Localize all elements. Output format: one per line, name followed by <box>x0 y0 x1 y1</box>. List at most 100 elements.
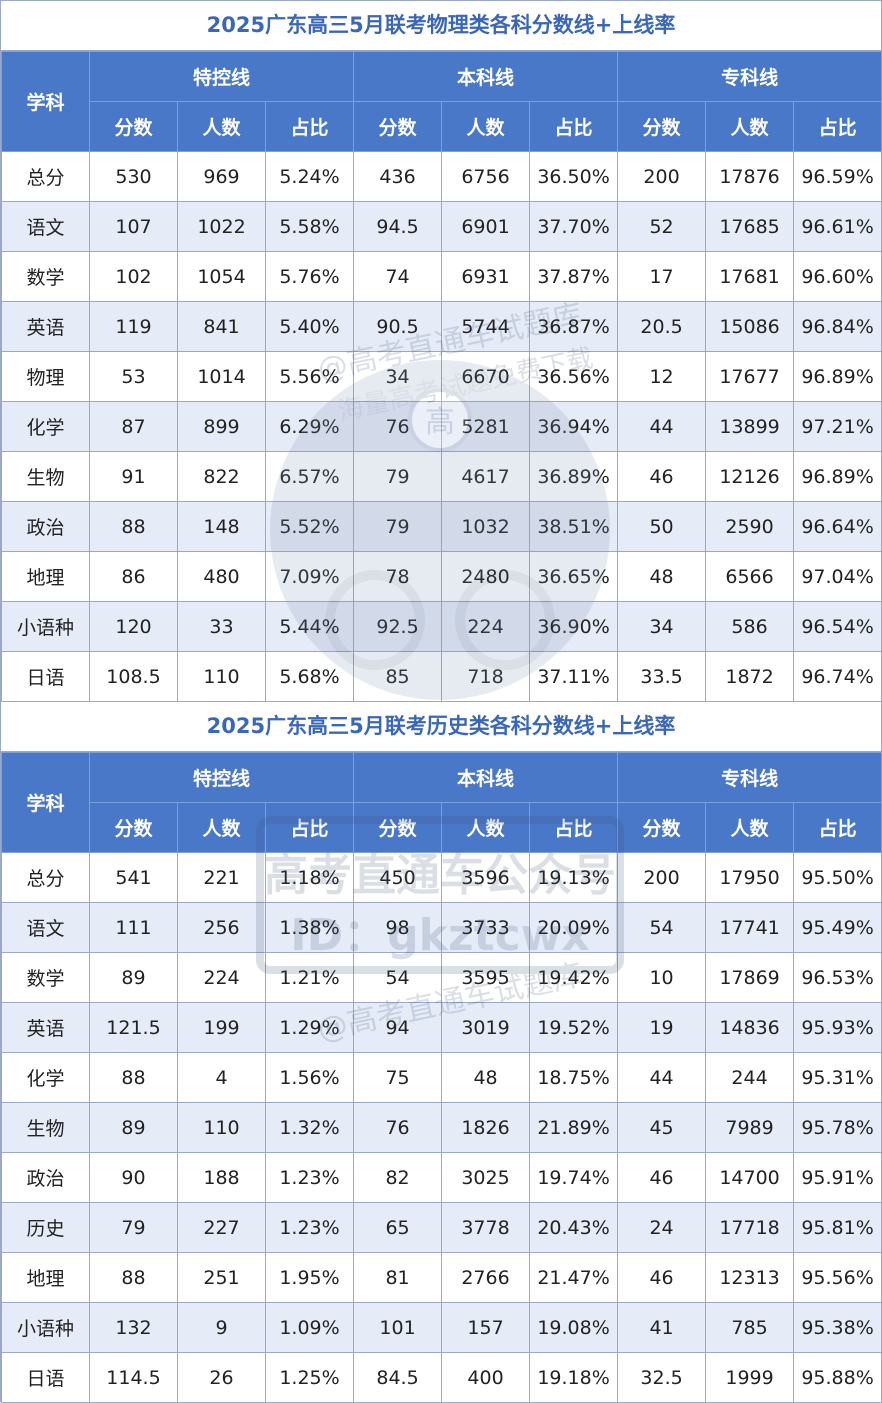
subject-cell: 语文 <box>1 902 90 953</box>
value-cell: 44 <box>617 401 707 452</box>
value-cell: 44 <box>617 1052 707 1103</box>
value-cell: 436 <box>353 151 443 202</box>
value-cell: 76 <box>353 1102 443 1153</box>
value-cell: 480 <box>177 551 266 602</box>
value-cell: 96.59% <box>793 151 882 202</box>
value-cell: 94.5 <box>353 201 443 252</box>
value-cell: 17681 <box>705 251 795 302</box>
value-cell: 17869 <box>705 952 795 1003</box>
subject-cell: 政治 <box>1 501 90 552</box>
value-cell: 19.08% <box>529 1302 619 1353</box>
value-cell: 95.49% <box>793 902 882 953</box>
table-row: 语文 111 256 1.38% 98 3733 20.09% 54 17741 95.49% <box>1 902 882 953</box>
value-cell: 1014 <box>177 351 266 402</box>
value-cell: 110 <box>177 651 266 702</box>
value-cell: 5744 <box>441 301 531 352</box>
value-cell: 33 <box>177 601 266 652</box>
value-cell: 5.68% <box>264 651 355 702</box>
value-cell: 200 <box>617 852 707 903</box>
value-cell: 37.70% <box>529 201 619 252</box>
value-cell: 7989 <box>705 1102 795 1153</box>
subject-header: 学科 <box>1 752 90 853</box>
value-cell: 6756 <box>441 151 531 202</box>
value-cell: 20.43% <box>529 1202 619 1253</box>
value-cell: 92.5 <box>353 601 443 652</box>
value-cell: 5.76% <box>264 251 355 302</box>
value-cell: 96.84% <box>793 301 882 352</box>
value-cell: 79 <box>89 1202 178 1253</box>
value-cell: 36.87% <box>529 301 619 352</box>
value-cell: 17 <box>617 251 707 302</box>
value-cell: 119 <box>89 301 178 352</box>
value-cell: 2590 <box>705 501 795 552</box>
value-cell: 95.38% <box>793 1302 882 1353</box>
score-table: 学科 特控线 本科线 专科线 分数 人数 占比 分数 人数 占比 分数 人数 占比 总分 541 221 1.1… <box>1 752 882 1403</box>
value-cell: 1.38% <box>264 902 355 953</box>
value-cell: 96.61% <box>793 201 882 252</box>
value-cell: 78 <box>353 551 443 602</box>
value-cell: 1.23% <box>264 1202 355 1253</box>
value-cell: 1054 <box>177 251 266 302</box>
value-cell: 19.52% <box>529 1002 619 1053</box>
subject-cell: 物理 <box>1 351 90 402</box>
value-cell: 53 <box>89 351 178 402</box>
score-table: 学科 特控线 本科线 专科线 分数 人数 占比 分数 人数 占比 分数 人数 占比 总分 530 969 5.2… <box>1 51 882 702</box>
value-cell: 97.21% <box>793 401 882 452</box>
value-cell: 400 <box>441 1352 531 1403</box>
value-cell: 5.58% <box>264 201 355 252</box>
group-header: 特控线 <box>88 752 355 803</box>
value-cell: 90.5 <box>353 301 443 352</box>
value-cell: 36.65% <box>529 551 619 602</box>
subject-cell: 小语种 <box>1 1302 90 1353</box>
value-cell: 20.5 <box>617 301 707 352</box>
value-cell: 19.42% <box>529 952 619 1003</box>
value-cell: 2766 <box>441 1252 531 1303</box>
value-cell: 54 <box>353 952 443 1003</box>
table-row: 地理 88 251 1.95% 81 2766 21.47% 46 12313 95.56% <box>1 1252 882 1303</box>
table-row: 化学 88 4 1.56% 75 48 18.75% 44 244 95.31% <box>1 1052 882 1103</box>
value-cell: 26 <box>177 1352 266 1403</box>
value-cell: 6.29% <box>264 401 355 452</box>
value-cell: 111 <box>89 902 178 953</box>
value-cell: 32.5 <box>617 1352 707 1403</box>
table-row: 化学 87 899 6.29% 76 5281 36.94% 44 13899 97.21% <box>1 401 882 452</box>
value-cell: 450 <box>353 852 443 903</box>
value-cell: 1.18% <box>264 852 355 903</box>
value-cell: 19 <box>617 1002 707 1053</box>
column-header: 人数 <box>177 101 266 152</box>
value-cell: 81 <box>353 1252 443 1303</box>
table-row: 小语种 132 9 1.09% 101 157 19.08% 41 785 95.38% <box>1 1302 882 1353</box>
column-header: 人数 <box>441 802 531 853</box>
value-cell: 9 <box>177 1302 266 1353</box>
value-cell: 17950 <box>705 852 795 903</box>
value-cell: 46 <box>617 1152 707 1203</box>
value-cell: 19.74% <box>529 1152 619 1203</box>
value-cell: 96.89% <box>793 451 882 502</box>
value-cell: 3778 <box>441 1202 531 1253</box>
value-cell: 1032 <box>441 501 531 552</box>
value-cell: 530 <box>89 151 178 202</box>
table-row: 数学 102 1054 5.76% 74 6931 37.87% 17 17681 96.60% <box>1 251 882 302</box>
value-cell: 5.52% <box>264 501 355 552</box>
column-header: 占比 <box>264 101 355 152</box>
table-title: 2025广东高三5月联考物理类各科分数线+上线率 <box>1 1 881 51</box>
value-cell: 95.78% <box>793 1102 882 1153</box>
value-cell: 41 <box>617 1302 707 1353</box>
column-header: 占比 <box>793 802 882 853</box>
value-cell: 95.50% <box>793 852 882 903</box>
value-cell: 95.56% <box>793 1252 882 1303</box>
value-cell: 24 <box>617 1202 707 1253</box>
subject-header: 学科 <box>1 51 90 152</box>
value-cell: 33.5 <box>617 651 707 702</box>
subject-cell: 英语 <box>1 301 90 352</box>
value-cell: 586 <box>705 601 795 652</box>
value-cell: 1.25% <box>264 1352 355 1403</box>
value-cell: 224 <box>177 952 266 1003</box>
value-cell: 88 <box>89 1052 178 1103</box>
value-cell: 36.90% <box>529 601 619 652</box>
value-cell: 1022 <box>177 201 266 252</box>
value-cell: 17718 <box>705 1202 795 1253</box>
subject-cell: 地理 <box>1 551 90 602</box>
table-row: 历史 79 227 1.23% 65 3778 20.43% 24 17718 95.81% <box>1 1202 882 1253</box>
table-title: 2025广东高三5月联考历史类各科分数线+上线率 <box>1 702 881 752</box>
